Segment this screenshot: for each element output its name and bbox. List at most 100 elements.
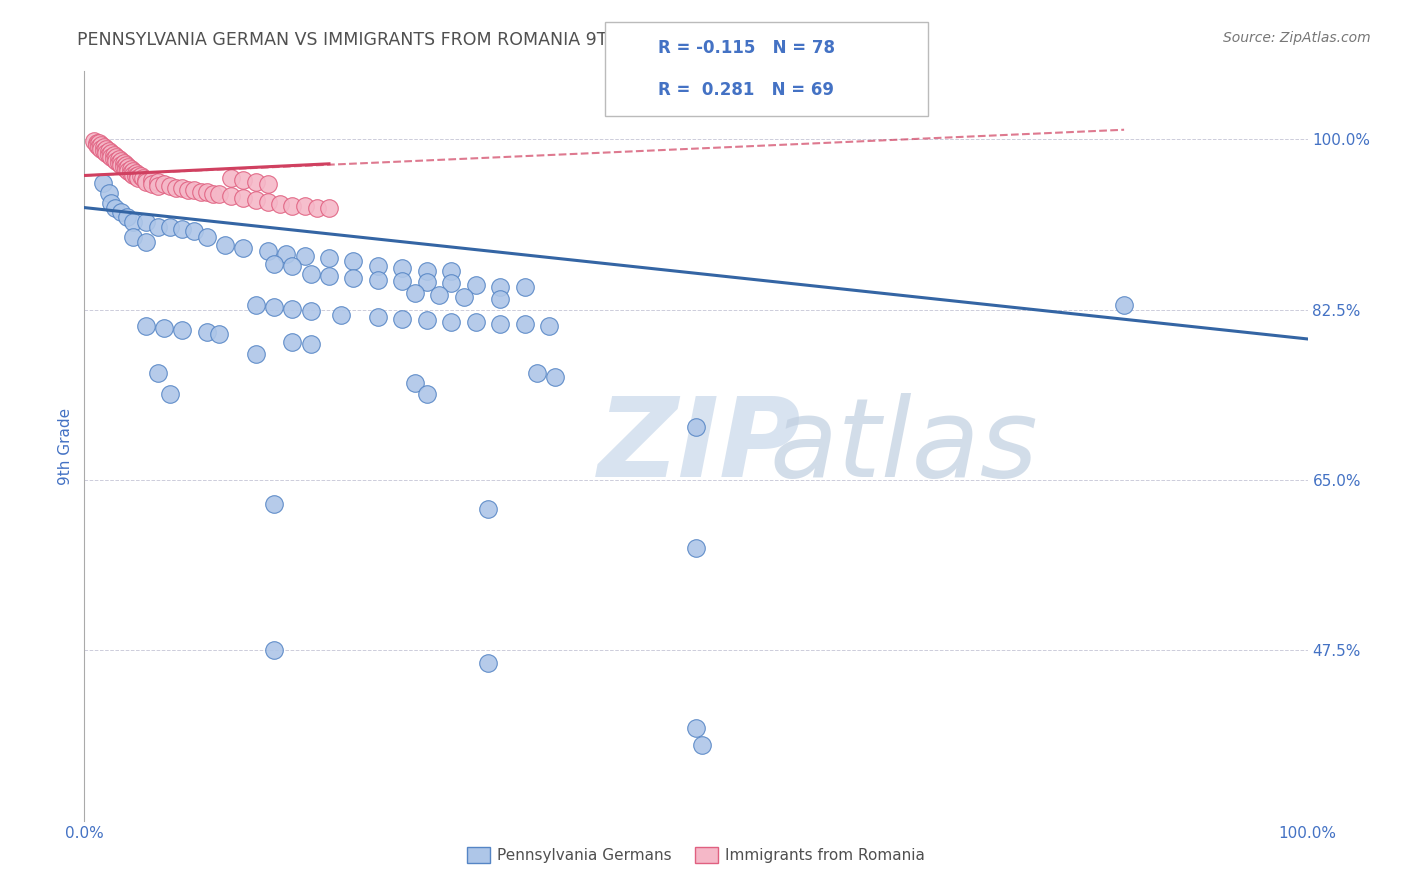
Point xyxy=(125,165,148,179)
Point xyxy=(489,292,512,306)
Point xyxy=(115,161,138,176)
Point xyxy=(104,201,127,215)
Point xyxy=(318,268,340,283)
Point xyxy=(416,275,439,289)
Point xyxy=(112,156,135,170)
Point xyxy=(416,313,439,327)
Point xyxy=(367,310,389,324)
Point xyxy=(269,196,291,211)
Point xyxy=(159,179,181,194)
Point xyxy=(513,318,536,332)
Point xyxy=(141,178,163,192)
Point xyxy=(299,336,322,351)
Point xyxy=(245,193,267,207)
Point xyxy=(105,153,128,168)
Point xyxy=(183,183,205,197)
Point xyxy=(87,136,110,151)
Point xyxy=(685,419,707,434)
Point xyxy=(464,315,486,329)
Point xyxy=(93,140,115,154)
Point xyxy=(526,366,548,380)
Point xyxy=(112,160,135,174)
Point xyxy=(135,319,157,334)
Point xyxy=(117,163,139,178)
Point xyxy=(263,643,285,657)
Point xyxy=(299,267,322,281)
Point xyxy=(440,315,463,329)
Point xyxy=(342,270,364,285)
Point xyxy=(183,224,205,238)
Point xyxy=(107,152,129,166)
Point xyxy=(690,738,713,752)
Point xyxy=(367,272,389,286)
Point xyxy=(477,656,499,670)
Point xyxy=(330,308,353,322)
Point xyxy=(146,220,169,235)
Point xyxy=(281,334,304,349)
Point xyxy=(257,244,280,259)
Point xyxy=(135,173,157,187)
Point xyxy=(453,290,475,304)
Point xyxy=(115,211,138,225)
Point xyxy=(318,251,340,265)
Point xyxy=(122,163,145,178)
Point xyxy=(232,191,254,205)
Point xyxy=(416,387,439,401)
Point xyxy=(391,311,413,326)
Point xyxy=(90,142,112,156)
Point xyxy=(103,152,125,166)
Point xyxy=(416,264,439,278)
Point xyxy=(159,387,181,401)
Point xyxy=(122,215,145,229)
Point xyxy=(110,153,132,168)
Point xyxy=(195,185,218,199)
Point xyxy=(342,254,364,268)
Point xyxy=(97,148,120,162)
Text: Source: ZipAtlas.com: Source: ZipAtlas.com xyxy=(1223,31,1371,45)
Legend: Pennsylvania Germans, Immigrants from Romania: Pennsylvania Germans, Immigrants from Ro… xyxy=(461,841,931,869)
Point xyxy=(96,142,118,156)
Point xyxy=(208,186,231,201)
Point xyxy=(544,370,567,384)
Text: R = -0.115   N = 78: R = -0.115 N = 78 xyxy=(658,39,835,57)
Point xyxy=(87,140,110,154)
Point xyxy=(201,186,224,201)
Point xyxy=(219,171,242,186)
Point xyxy=(122,229,145,244)
Text: atlas: atlas xyxy=(769,392,1038,500)
Point xyxy=(318,201,340,215)
Point xyxy=(513,280,536,294)
Point xyxy=(91,176,114,190)
Point xyxy=(100,146,122,161)
Text: R =  0.281   N = 69: R = 0.281 N = 69 xyxy=(658,81,834,99)
Point xyxy=(685,541,707,556)
Point xyxy=(257,178,280,192)
Point xyxy=(263,497,285,511)
Point xyxy=(299,303,322,318)
Point xyxy=(103,148,125,162)
Point xyxy=(232,173,254,187)
Point xyxy=(219,189,242,203)
Point xyxy=(135,235,157,249)
Point xyxy=(110,205,132,219)
Point xyxy=(96,146,118,161)
Point xyxy=(281,199,304,213)
Point xyxy=(538,319,561,334)
Point xyxy=(404,376,426,390)
Point xyxy=(135,175,157,189)
Point xyxy=(146,179,169,194)
Text: ZIP: ZIP xyxy=(598,392,801,500)
Point xyxy=(141,173,163,187)
Point xyxy=(294,249,316,263)
Point xyxy=(263,257,285,271)
Point xyxy=(93,144,115,158)
Point xyxy=(172,323,194,337)
Point xyxy=(86,138,108,153)
Point xyxy=(125,169,148,184)
Point xyxy=(214,237,236,252)
Point xyxy=(685,721,707,735)
Point xyxy=(367,259,389,273)
Point xyxy=(97,186,120,200)
Text: PENNSYLVANIA GERMAN VS IMMIGRANTS FROM ROMANIA 9TH GRADE CORRELATION CHART: PENNSYLVANIA GERMAN VS IMMIGRANTS FROM R… xyxy=(77,31,882,49)
Point xyxy=(195,325,218,339)
